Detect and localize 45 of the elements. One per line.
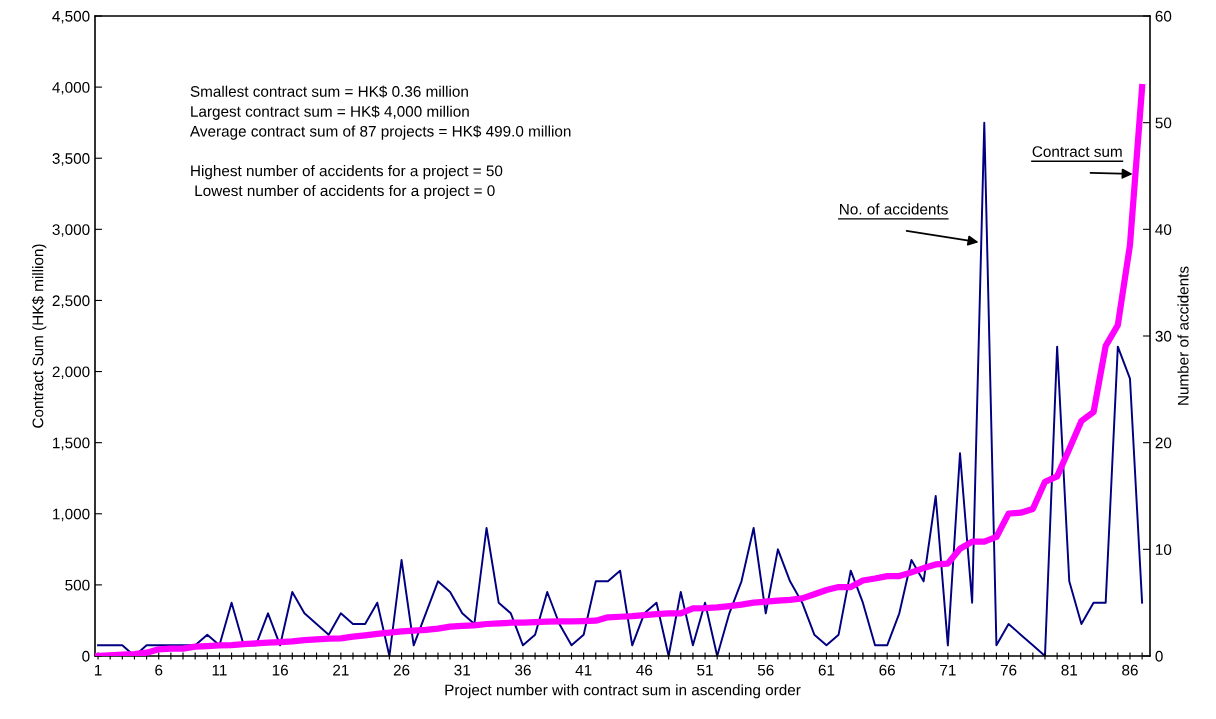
x-tick-label: 36 [515, 664, 531, 676]
x-tick-label: 46 [636, 664, 653, 676]
annotation: Average contract sum of 87 projects = HK$ 499.0 million [189, 125, 571, 140]
y2-tick-label: 60 [1155, 10, 1172, 22]
y-tick-label: 0 [82, 650, 90, 662]
y2-tick-label: 40 [1155, 224, 1172, 236]
y-axis-title: Contract Sum (HK$ million) [31, 244, 47, 428]
y-tick-label: 2,500 [52, 295, 90, 308]
x-tick-label: 16 [272, 664, 288, 676]
x-tick-label: 31 [454, 664, 470, 676]
x-tick-label: 6 [155, 664, 163, 676]
x-tick-label: 1 [94, 664, 102, 676]
y2-tick-label: 50 [1155, 117, 1172, 129]
text: No. of accidents [840, 203, 948, 215]
y2-tick-label: 20 [1155, 437, 1172, 449]
y-tick-label: 4,000 [52, 81, 90, 95]
y-tick-label: 4,500 [52, 10, 90, 24]
annotation: Smallest contract sum = HK$ 0.36 million [190, 85, 468, 98]
y2-tick-label: 30 [1155, 330, 1172, 342]
x-tick-label: 41 [575, 664, 592, 676]
x-tick-label: 11 [212, 664, 227, 676]
y2-axis-title: Number of accidents [1177, 266, 1189, 405]
x-tick-label: 66 [879, 664, 895, 676]
y-tick-label: 1,000 [53, 508, 90, 522]
y-tick-label: 3,000 [52, 224, 90, 237]
x-axis-title: Project number with contract sum in ascending order [445, 684, 801, 699]
annotation: Highest number of accidents for a project = 50 [191, 165, 503, 180]
series-label: Contract sum [1032, 146, 1122, 157]
annotation: Largest contract sum = HK$ 4,000 million [191, 105, 469, 120]
x-tick-label: 61 [818, 664, 835, 676]
x-tick-label: 51 [697, 664, 713, 676]
y-tick-label: 1,500 [53, 437, 90, 451]
x-tick-label: 76 [1000, 664, 1017, 676]
y2-tick-label: 10 [1156, 544, 1172, 556]
annotation: Lowest number of accidents for a project = 0 [195, 184, 495, 200]
x-tick-label: 26 [393, 664, 410, 676]
y-tick-label: 3,500 [52, 153, 90, 166]
x-tick-label: 56 [757, 664, 774, 676]
x-tick-label: 86 [1122, 664, 1138, 676]
y-tick-label: 500 [65, 579, 90, 591]
y-tick-label: 2,000 [52, 366, 90, 380]
x-tick-label: 71 [940, 664, 956, 676]
x-tick-label: 81 [1061, 664, 1078, 676]
y2-tick-label: 0 [1155, 650, 1163, 662]
x-tick-label: 21 [333, 664, 349, 676]
